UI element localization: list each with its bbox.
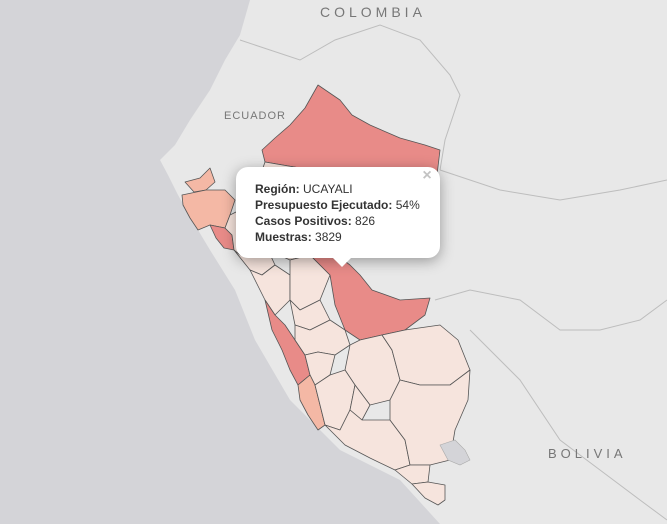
close-icon[interactable]: × [422,167,432,184]
popup-row-casos: Casos Positivos: 826 [255,213,420,229]
region-tumbes[interactable] [184,167,216,193]
popup-tip [332,257,352,267]
popup-label: Región: [255,182,300,196]
lake-titicaca [439,439,471,466]
popup-value: 54% [395,198,420,212]
popup-value: UCAYALI [303,182,353,196]
region-junin[interactable] [294,319,351,356]
popup-label: Casos Positivos: [255,214,352,228]
country-border [239,24,667,521]
popup-value: 3829 [315,230,342,244]
popup-label: Muestras: [255,230,312,244]
country-label-ecuador: ECUADOR [224,110,287,122]
popup-row-region: Región: UCAYALI [255,181,420,197]
country-label-colombia: COLOMBIA [320,4,426,20]
region-moquegua[interactable] [394,464,431,485]
region-tacna[interactable] [411,481,446,506]
popup-content: Región: UCAYALI Presupuesto Ejecutado: 5… [255,181,420,245]
country-label-bolivia: BOLIVIA [548,446,627,461]
region-puno[interactable] [389,369,471,466]
popup-row-presupuesto: Presupuesto Ejecutado: 54% [255,197,420,213]
popup-label: Presupuesto Ejecutado: [255,198,393,212]
region-popup: × Región: UCAYALI Presupuesto Ejecutado:… [236,167,440,267]
popup-row-muestras: Muestras: 3829 [255,229,420,245]
popup-value: 826 [355,214,376,228]
